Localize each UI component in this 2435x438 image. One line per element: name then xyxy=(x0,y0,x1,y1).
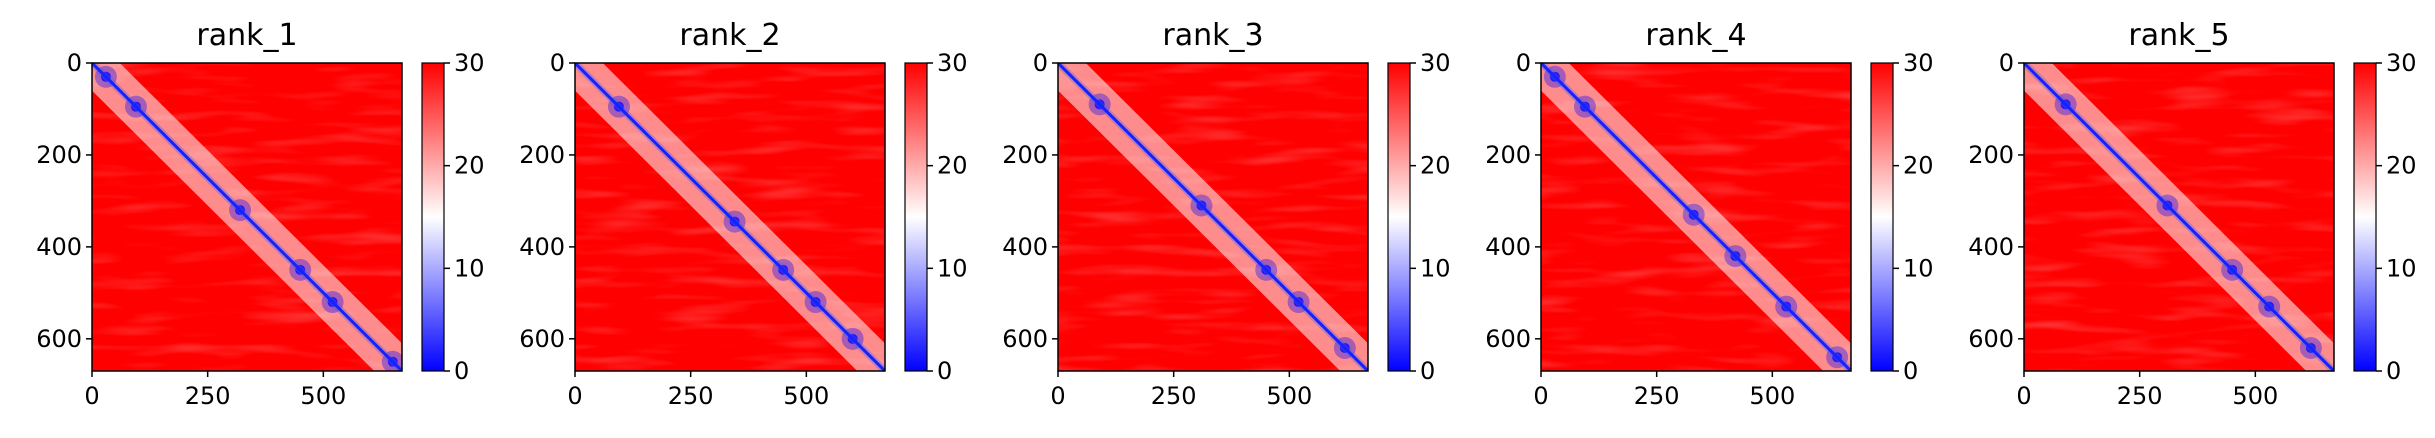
colorbar-tick-label: 30 xyxy=(454,49,485,77)
y-tick-label: 600 xyxy=(1968,325,2014,353)
heatmap-body xyxy=(575,63,885,371)
y-tick-label: 0 xyxy=(1516,49,1531,77)
heatmap-panel: rank_1 0 200 400 600 0 250 500 0 10 20 30 xyxy=(36,18,484,410)
heatmap-frame xyxy=(2023,62,2335,372)
x-tick-label: 500 xyxy=(300,382,346,410)
x-tick-label: 250 xyxy=(2117,382,2163,410)
heatmap-body xyxy=(1541,63,1851,371)
y-tick-label: 400 xyxy=(1968,233,2014,261)
y-tick-label: 600 xyxy=(36,325,82,353)
y-tick-label: 600 xyxy=(1002,325,1048,353)
diagonal-line xyxy=(2024,63,2334,371)
x-tick-label: 0 xyxy=(1533,382,1548,410)
x-tick-label: 250 xyxy=(1634,382,1680,410)
x-tick-label: 500 xyxy=(783,382,829,410)
colorbar-tick-label: 20 xyxy=(454,152,485,180)
colorbar-tick-label: 20 xyxy=(937,152,968,180)
x-tick-label: 500 xyxy=(1266,382,1312,410)
y-tick-label: 200 xyxy=(1002,141,1048,169)
x-tick-label: 0 xyxy=(567,382,582,410)
heatmap-frame xyxy=(1540,62,1852,372)
colorbar xyxy=(2353,62,2377,372)
heatmap-panel: rank_4 0 200 400 600 0 250 500 0 10 20 30 xyxy=(1485,18,1933,410)
y-tick-label: 200 xyxy=(519,141,565,169)
colorbar-tick-label: 20 xyxy=(2386,152,2417,180)
x-tick-label: 0 xyxy=(1050,382,1065,410)
y-tick-label: 600 xyxy=(1485,325,1531,353)
colorbar xyxy=(1870,62,1894,372)
colorbar-tick-label: 10 xyxy=(1903,254,1934,282)
colorbar-tick-label: 10 xyxy=(937,254,968,282)
x-tick-label: 500 xyxy=(1749,382,1795,410)
colorbar-tick-label: 0 xyxy=(2386,357,2401,385)
y-tick-label: 600 xyxy=(519,325,565,353)
panel-title: rank_3 xyxy=(1162,18,1263,53)
colorbar-tick-label: 30 xyxy=(937,49,968,77)
heatmap-frame xyxy=(574,62,886,372)
heatmap-panel: rank_3 0 200 400 600 0 250 500 0 10 20 30 xyxy=(1002,18,1450,410)
colorbar-tick-label: 10 xyxy=(1420,254,1451,282)
heatmap-panel: rank_5 0 200 400 600 0 250 500 0 10 20 30 xyxy=(1968,18,2416,410)
y-tick-label: 0 xyxy=(67,49,82,77)
colorbar-tick-label: 30 xyxy=(1903,49,1934,77)
x-tick-label: 500 xyxy=(2232,382,2278,410)
y-tick-label: 200 xyxy=(1968,141,2014,169)
colorbar-tick-label: 0 xyxy=(1903,357,1918,385)
panel-title: rank_5 xyxy=(2128,18,2229,53)
colorbar-tick-label: 20 xyxy=(1420,152,1451,180)
diagonal-glow xyxy=(1058,63,1368,371)
colorbar-tick-label: 30 xyxy=(1420,49,1451,77)
y-tick-label: 400 xyxy=(1002,233,1048,261)
heatmap-body xyxy=(1058,63,1368,371)
y-tick-label: 200 xyxy=(1485,141,1531,169)
colorbar xyxy=(904,62,928,372)
x-tick-label: 250 xyxy=(1151,382,1197,410)
y-tick-label: 0 xyxy=(550,49,565,77)
x-tick-label: 250 xyxy=(185,382,231,410)
colorbar-tick-label: 0 xyxy=(454,357,469,385)
colorbar-tick-label: 0 xyxy=(1420,357,1435,385)
colorbar-tick-label: 20 xyxy=(1903,152,1934,180)
panel-title: rank_4 xyxy=(1645,18,1746,53)
diagonal-line xyxy=(92,63,402,371)
heatmap-frame xyxy=(91,62,403,372)
heatmap-body xyxy=(2024,63,2334,371)
heatmap-frame xyxy=(1057,62,1369,372)
colorbar-tick-label: 0 xyxy=(937,357,952,385)
heatmap-body xyxy=(92,63,402,371)
diagonal-glow xyxy=(2024,63,2334,371)
diagonal-glow xyxy=(575,63,885,371)
y-tick-label: 400 xyxy=(36,233,82,261)
colorbar xyxy=(421,62,445,372)
diagonal-line xyxy=(575,63,885,371)
y-tick-label: 0 xyxy=(1999,49,2014,77)
diagonal-line xyxy=(1058,63,1368,371)
y-tick-label: 0 xyxy=(1033,49,1048,77)
x-tick-label: 250 xyxy=(668,382,714,410)
diagonal-glow xyxy=(92,63,402,371)
panel-title: rank_1 xyxy=(196,18,297,53)
y-tick-label: 400 xyxy=(519,233,565,261)
colorbar-tick-label: 30 xyxy=(2386,49,2417,77)
colorbar-tick-label: 10 xyxy=(2386,254,2417,282)
x-tick-label: 0 xyxy=(84,382,99,410)
colorbar-tick-label: 10 xyxy=(454,254,485,282)
y-tick-label: 200 xyxy=(36,141,82,169)
x-tick-label: 0 xyxy=(2016,382,2031,410)
heatmap-panel: rank_2 0 200 400 600 0 250 500 0 10 20 30 xyxy=(519,18,967,410)
colorbar xyxy=(1387,62,1411,372)
panel-title: rank_2 xyxy=(679,18,780,53)
diagonal-glow xyxy=(1541,63,1851,371)
y-tick-label: 400 xyxy=(1485,233,1531,261)
diagonal-line xyxy=(1541,63,1851,371)
